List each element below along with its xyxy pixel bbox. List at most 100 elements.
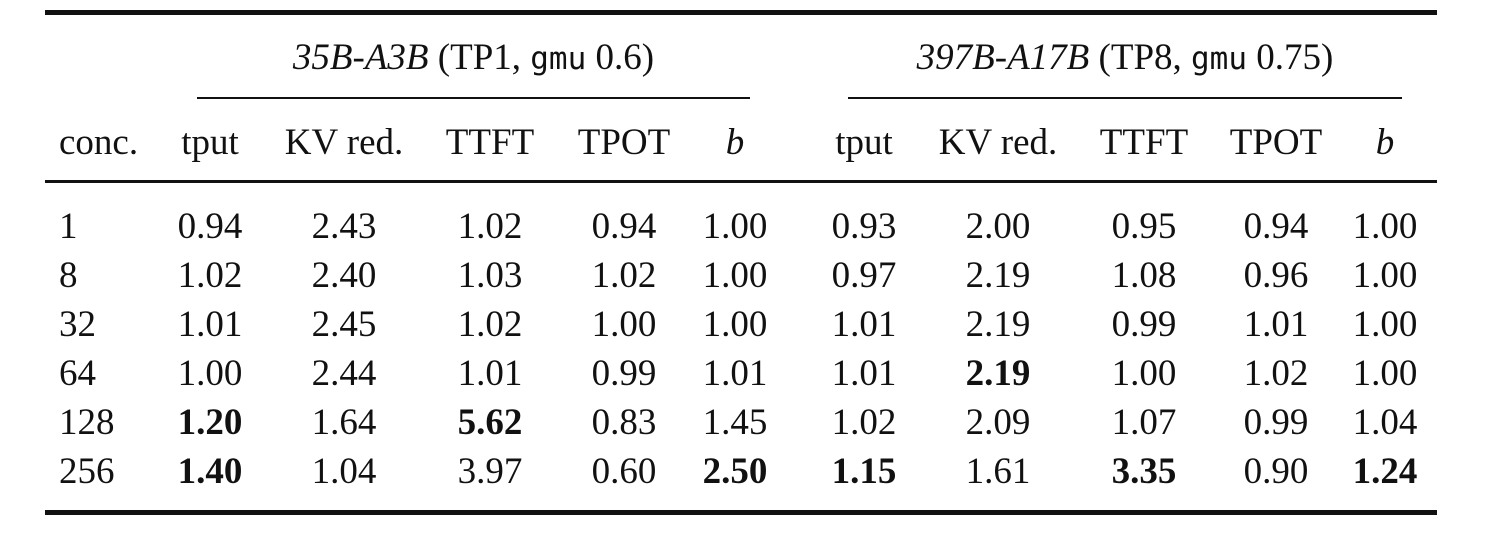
value-cell: 1.00	[1352, 206, 1418, 247]
header-rule	[45, 180, 1437, 183]
value-cell: 1.24	[1352, 451, 1418, 492]
value-cell: 0.99	[1111, 304, 1177, 345]
value-cell: 0.97	[831, 255, 897, 296]
column-header-b: b	[725, 122, 745, 163]
column-header-b: b	[1375, 122, 1395, 163]
value-cell: 1.00	[1352, 353, 1418, 394]
value-cell: 1.08	[1111, 255, 1177, 296]
column-header-kv-red: KV red.	[284, 122, 404, 163]
value-cell: 0.94	[177, 206, 243, 247]
value-cell: 2.40	[311, 255, 377, 296]
value-cell: 1.00	[702, 206, 768, 247]
value-cell: 1.00	[177, 353, 243, 394]
value-cell: 2.50	[702, 451, 768, 492]
value-cell: 0.99	[1243, 402, 1309, 443]
value-cell: 2.19	[965, 255, 1031, 296]
table-row: 256 1.40 1.04 3.97 0.60 2.50 1.15 1.61 3.35 0.90 1…	[45, 448, 1437, 496]
group-config-value: 0.6)	[586, 37, 655, 78]
value-cell: 2.43	[311, 206, 377, 247]
concurrency-cell: 1	[59, 206, 78, 247]
value-cell: 1.00	[591, 304, 657, 345]
bottom-rule	[45, 510, 1437, 515]
group-header-397b: 397B-A17B (TP8, gmu 0.75)	[848, 36, 1402, 81]
value-cell: 1.02	[831, 402, 897, 443]
table-row: 1 0.94 2.43 1.02 0.94 1.00 0.93 2.00 0.95 0.94 1.0…	[45, 203, 1437, 251]
value-cell: 1.00	[1111, 353, 1177, 394]
value-cell: 1.04	[311, 451, 377, 492]
value-cell: 0.60	[591, 451, 657, 492]
value-cell: 1.64	[311, 402, 377, 443]
column-header-tput: tput	[835, 122, 893, 163]
column-header-ttft: TTFT	[445, 122, 535, 163]
value-cell: 1.45	[702, 402, 768, 443]
table-row: 128 1.20 1.64 5.62 0.83 1.45 1.02 2.09 1.07 0.99 1…	[45, 399, 1437, 447]
value-cell: 1.01	[177, 304, 243, 345]
group-underline-35b	[197, 97, 750, 99]
concurrency-cell: 8	[59, 255, 78, 296]
value-cell: 3.35	[1111, 451, 1177, 492]
table-row: 32 1.01 2.45 1.02 1.00 1.00 1.01 2.19 0.99 1.01 1.…	[45, 301, 1437, 349]
value-cell: 0.95	[1111, 206, 1177, 247]
table-row: 64 1.00 2.44 1.01 0.99 1.01 1.01 2.19 1.00 1.02 1.…	[45, 350, 1437, 398]
value-cell: 1.01	[457, 353, 523, 394]
value-cell: 2.19	[965, 353, 1031, 394]
value-cell: 1.03	[457, 255, 523, 296]
column-header-tput: tput	[181, 122, 239, 163]
column-header-row: conc. tput KV red. TTFT TPOT b tput KV r…	[45, 119, 1437, 167]
value-cell: 2.44	[311, 353, 377, 394]
value-cell: 1.40	[177, 451, 243, 492]
group-underline-397b	[848, 97, 1402, 99]
value-cell: 0.90	[1243, 451, 1309, 492]
value-cell: 1.61	[965, 451, 1031, 492]
value-cell: 1.00	[702, 255, 768, 296]
value-cell: 0.83	[591, 402, 657, 443]
column-header-kv-red: KV red.	[938, 122, 1058, 163]
value-cell: 0.94	[1243, 206, 1309, 247]
group-model-name: 397B-A17B	[916, 37, 1090, 78]
value-cell: 2.09	[965, 402, 1031, 443]
value-cell: 3.97	[457, 451, 523, 492]
value-cell: 1.01	[831, 304, 897, 345]
column-header-conc: conc.	[59, 122, 139, 163]
value-cell: 0.94	[591, 206, 657, 247]
group-config-gmu: gmu	[1191, 41, 1248, 77]
value-cell: 1.02	[1243, 353, 1309, 394]
column-header-tpot: TPOT	[577, 122, 671, 163]
value-cell: 1.07	[1111, 402, 1177, 443]
table-row: 8 1.02 2.40 1.03 1.02 1.00 0.97 2.19 1.08 0.96 1.0…	[45, 252, 1437, 300]
group-config-open: (TP1,	[428, 37, 531, 78]
value-cell: 1.02	[591, 255, 657, 296]
value-cell: 1.04	[1352, 402, 1418, 443]
results-table: 35B-A3B (TP1, gmu 0.6) 397B-A17B (TP8, g…	[45, 0, 1437, 546]
value-cell: 1.20	[177, 402, 243, 443]
value-cell: 1.01	[1243, 304, 1309, 345]
value-cell: 0.96	[1243, 255, 1309, 296]
value-cell: 1.02	[457, 206, 523, 247]
group-config-gmu: gmu	[530, 41, 587, 77]
value-cell: 5.62	[457, 402, 523, 443]
value-cell: 2.00	[965, 206, 1031, 247]
concurrency-cell: 32	[59, 304, 96, 345]
concurrency-cell: 128	[59, 402, 115, 443]
column-header-tpot: TPOT	[1229, 122, 1323, 163]
group-header-35b: 35B-A3B (TP1, gmu 0.6)	[197, 36, 750, 81]
concurrency-cell: 64	[59, 353, 96, 394]
group-config-value: 0.75)	[1247, 37, 1334, 78]
value-cell: 1.15	[831, 451, 897, 492]
value-cell: 1.02	[177, 255, 243, 296]
column-header-ttft: TTFT	[1099, 122, 1189, 163]
value-cell: 1.02	[457, 304, 523, 345]
value-cell: 0.93	[831, 206, 897, 247]
top-rule	[45, 10, 1437, 15]
value-cell: 0.99	[591, 353, 657, 394]
value-cell: 1.00	[702, 304, 768, 345]
value-cell: 2.45	[311, 304, 377, 345]
value-cell: 1.00	[1352, 255, 1418, 296]
group-model-name: 35B-A3B	[292, 37, 429, 78]
value-cell: 2.19	[965, 304, 1031, 345]
concurrency-cell: 256	[59, 451, 115, 492]
value-cell: 1.00	[1352, 304, 1418, 345]
group-config-open: (TP8,	[1089, 37, 1192, 78]
value-cell: 1.01	[702, 353, 768, 394]
value-cell: 1.01	[831, 353, 897, 394]
